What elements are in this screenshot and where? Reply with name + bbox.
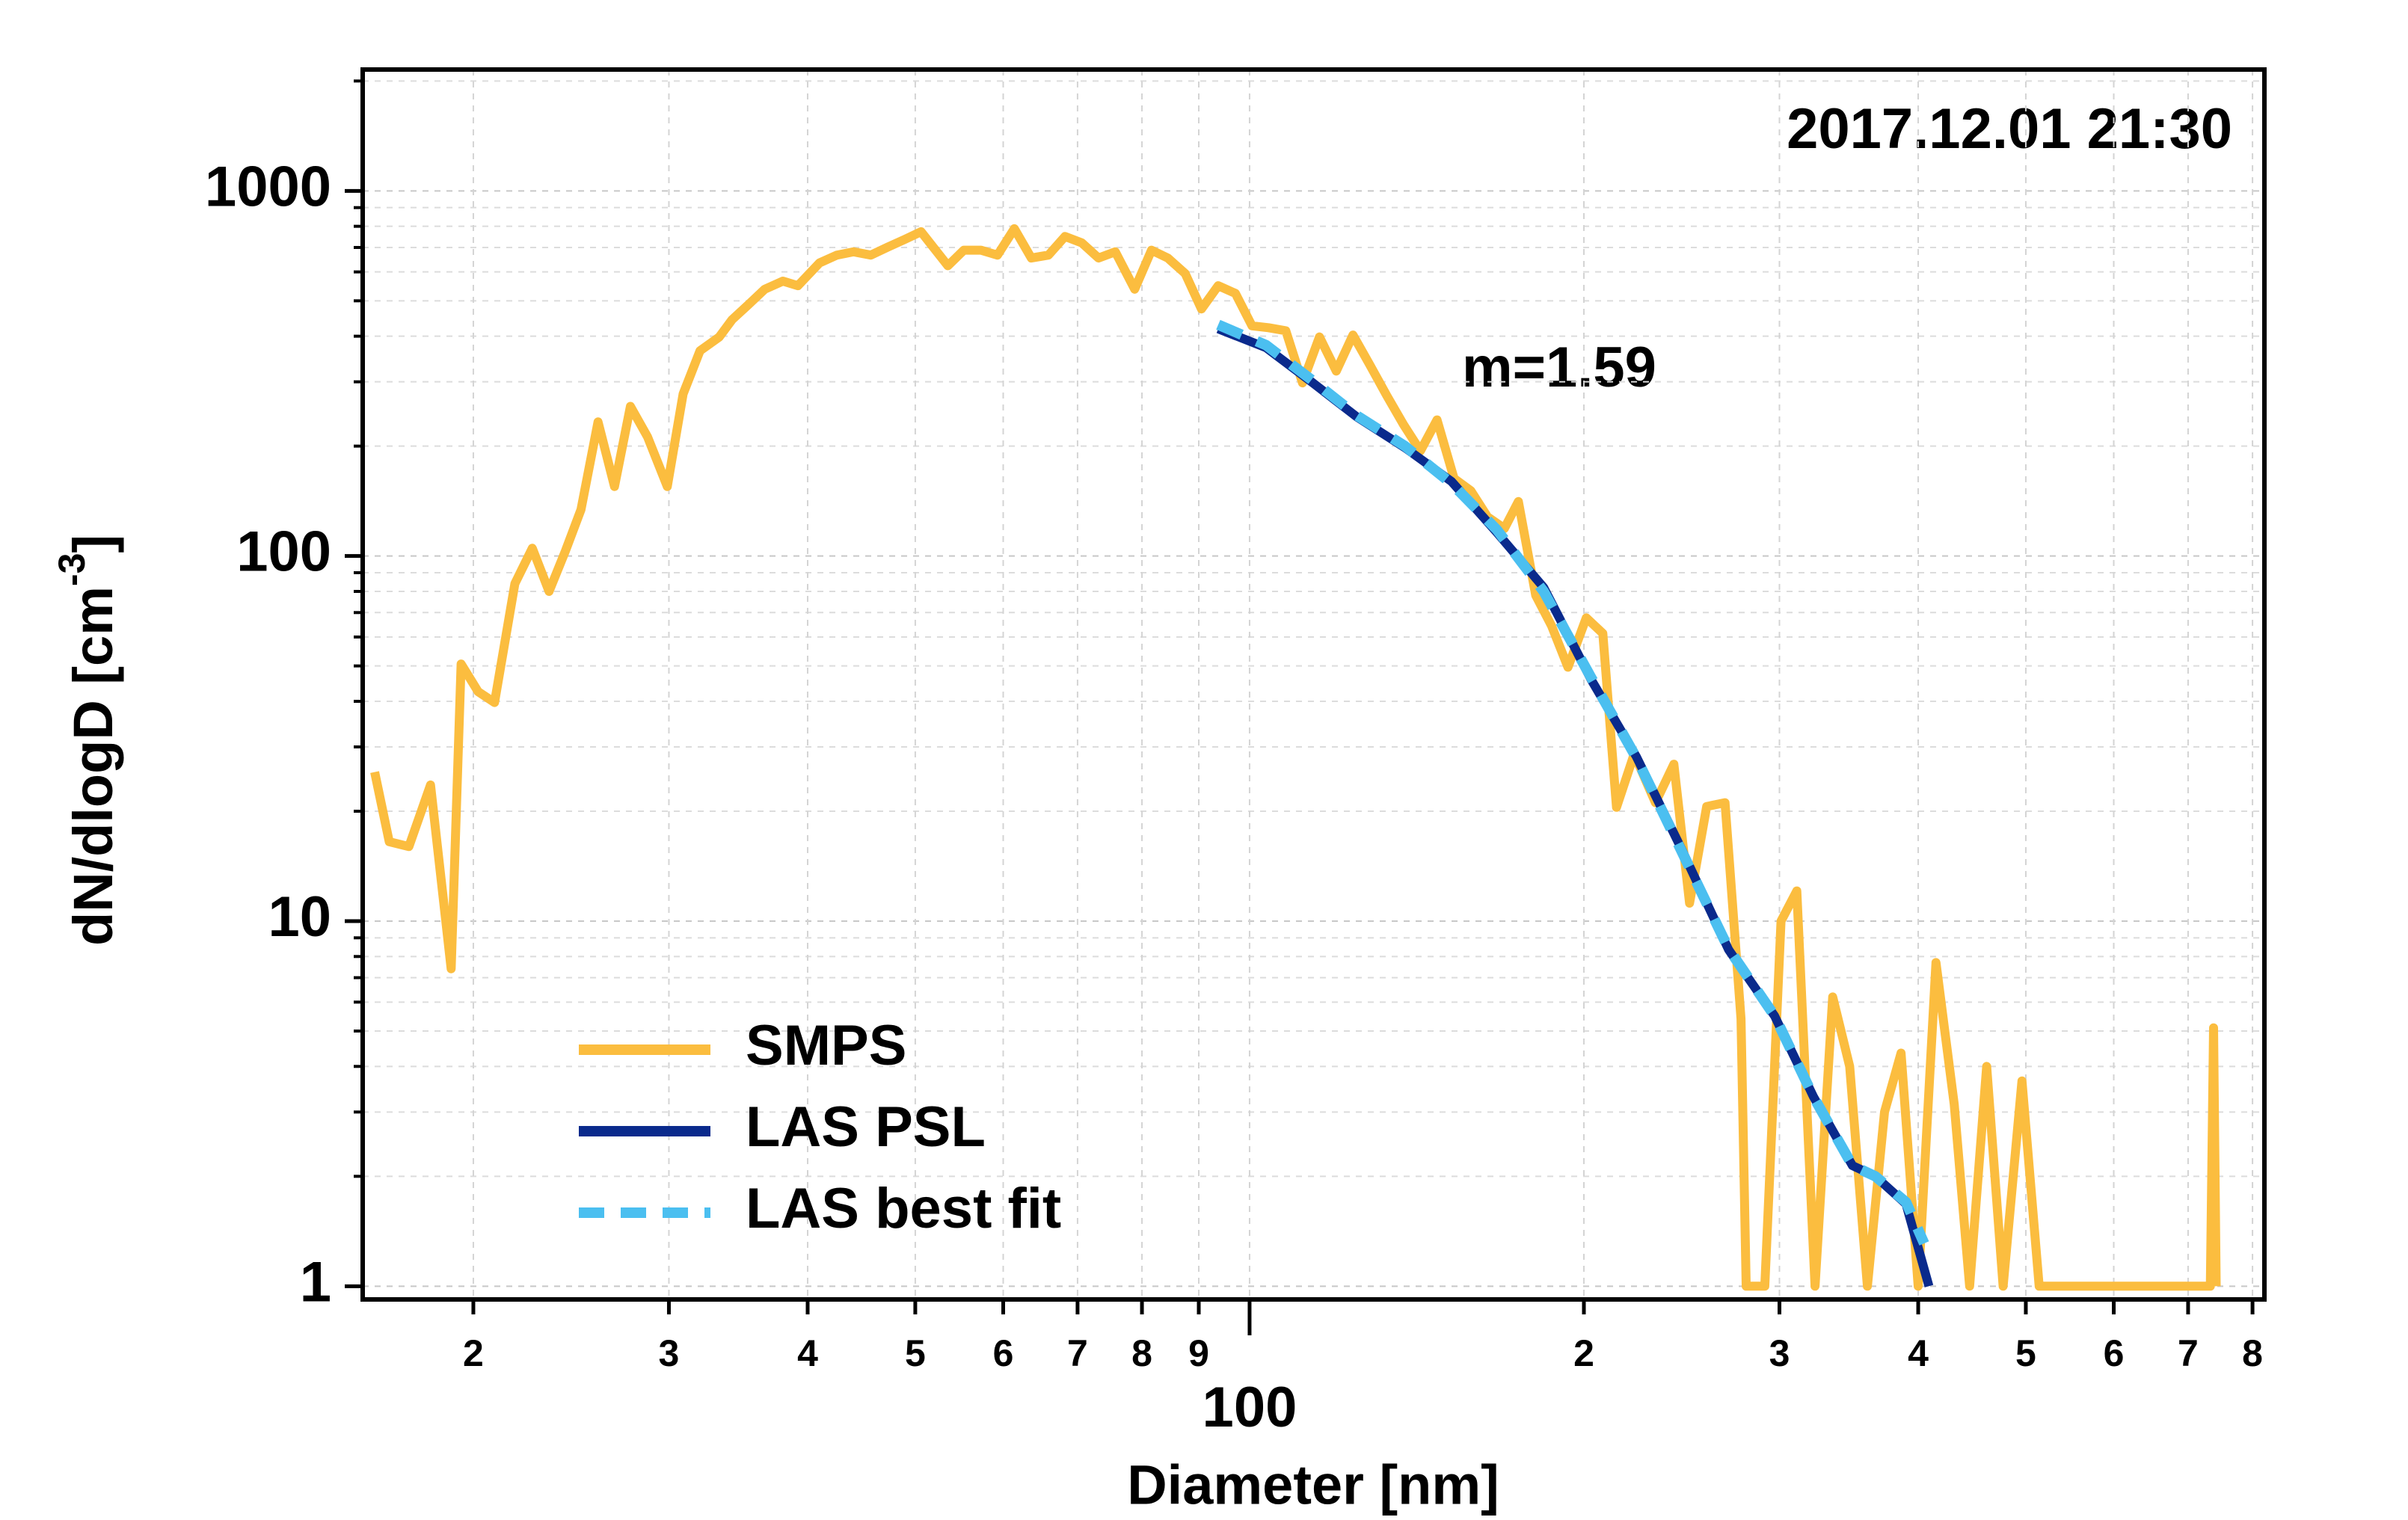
x-tick-label: 8 [2242,1332,2263,1374]
y-tick-label: 100 [236,520,331,584]
y-tick-label: 1 [300,1250,331,1314]
x-tick-label: 6 [2104,1332,2125,1374]
y-tick-label: 10 [268,885,331,949]
x-tick-label: 3 [1769,1332,1790,1374]
x-tick-label: 5 [905,1332,926,1374]
y-axis-title: dN/dlogD [cm-3] [51,535,123,946]
legend-label: LAS PSL [746,1095,986,1159]
x-tick-label: 2 [463,1332,484,1374]
slope-annotation: m=1.59 [1462,336,1656,399]
y-tick-label: 1000 [205,155,331,218]
x-tick-label: 5 [2015,1332,2036,1374]
series-line [1216,319,1929,1246]
y-axis-title-superscript: -3 [51,553,93,586]
legend-label: LAS best fit [746,1177,1061,1240]
legend-label: SMPS [746,1014,906,1077]
grid [363,70,2264,1299]
series-line [370,224,2221,1291]
x-tick-label: 100 [1203,1376,1297,1439]
x-tick-label: 6 [993,1332,1014,1374]
x-tick-label: 3 [659,1332,680,1374]
x-axis-title: Diameter [nm] [1127,1454,1499,1516]
x-tick-label: 8 [1131,1332,1152,1374]
x-tick-label: 7 [1067,1332,1088,1374]
y-axis-title-text: dN/dlogD [cm [62,586,124,946]
x-tick-label: 2 [1573,1332,1594,1374]
plot-frame [360,67,2267,1302]
x-tick-label: 4 [1908,1332,1929,1374]
x-tick-label: 9 [1188,1332,1209,1374]
x-tick-label: 7 [2178,1332,2199,1374]
y-axis-title-end: ] [62,535,124,553]
series-line [1216,324,1934,1287]
timestamp-annotation: 2017.12.01 21:30 [1787,97,2232,161]
x-tick-label: 4 [797,1332,818,1374]
